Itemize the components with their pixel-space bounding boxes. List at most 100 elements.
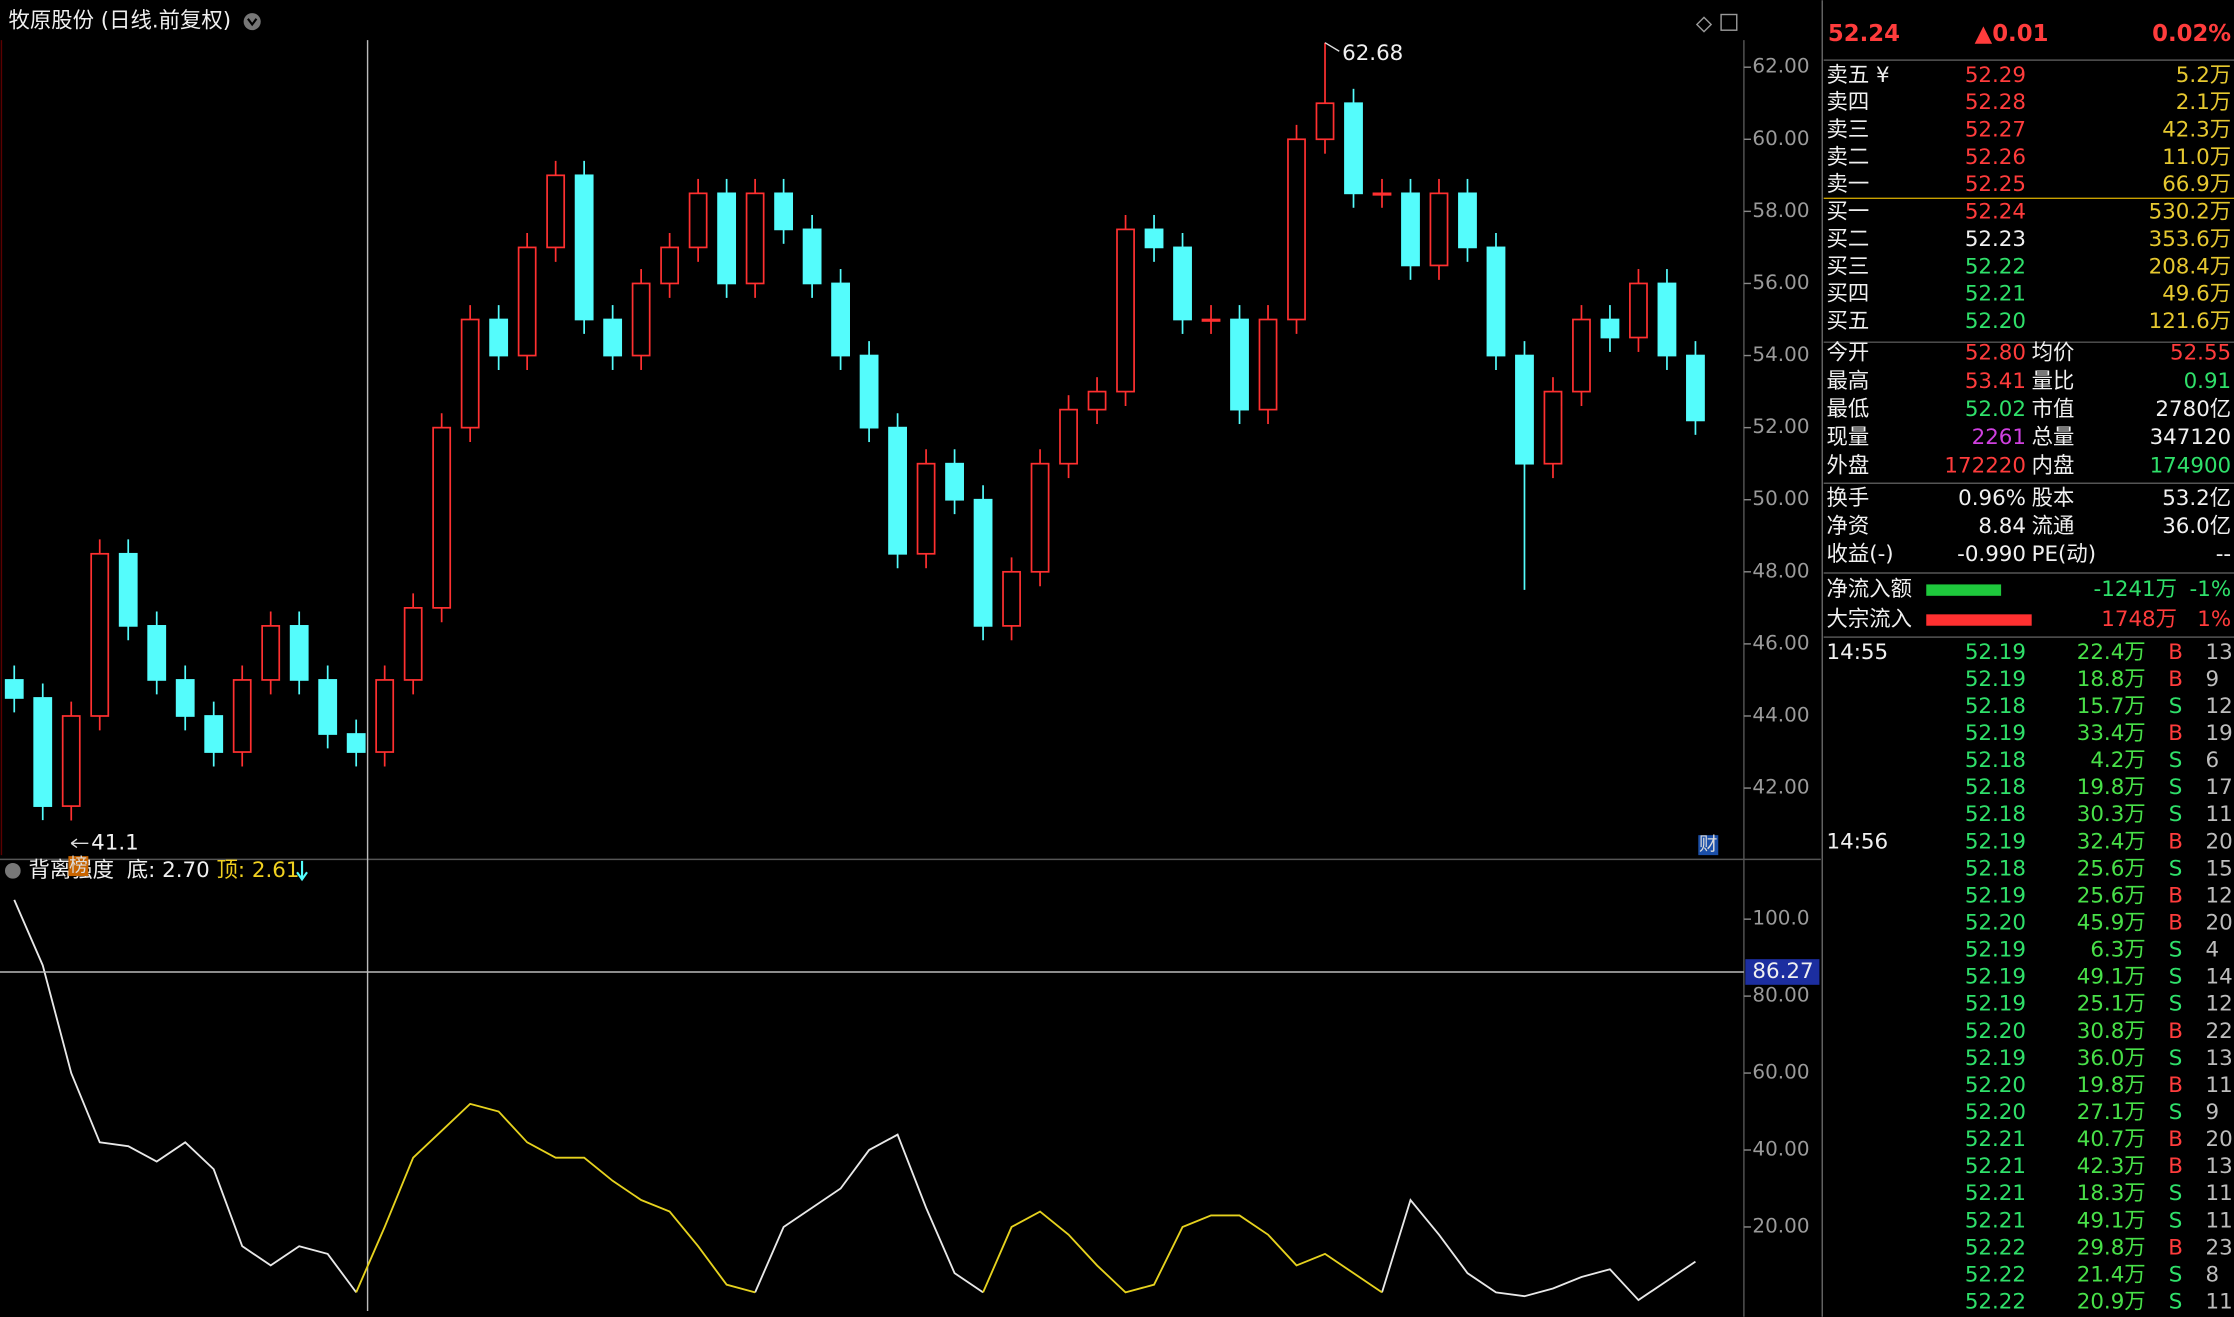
trade-volume: 25.1万 — [2077, 992, 2146, 1017]
trade-side: B — [2168, 911, 2183, 936]
window-icon[interactable] — [1720, 13, 1738, 31]
candle-body — [1116, 228, 1135, 393]
trade-price: 52.18 — [1965, 748, 2026, 773]
trade-price: 52.18 — [1965, 775, 2026, 800]
indicator-icon[interactable] — [4, 862, 21, 879]
trade-count: 20 — [2206, 911, 2233, 936]
ask-label: 卖五 ¥ — [1827, 63, 1890, 88]
candle-body — [1372, 192, 1392, 196]
y-tick-label: 50.00 — [1752, 486, 1809, 510]
candle-body — [631, 282, 651, 357]
flow-pct: 1% — [2197, 607, 2231, 632]
trade-side: S — [2169, 965, 2183, 990]
trade-count: 11 — [2206, 802, 2233, 827]
candle-body — [1287, 138, 1306, 321]
trade-price: 52.22 — [1965, 1289, 2026, 1314]
y-tick-label: 46.00 — [1752, 630, 1809, 654]
indicator-line — [355, 1102, 1383, 1294]
settings-icon[interactable] — [243, 13, 261, 31]
trade-volume: 49.1万 — [2077, 965, 2146, 990]
trade-price: 52.19 — [1965, 829, 2026, 854]
bid-price: 52.20 — [1965, 309, 2026, 334]
stat-label: 净资 — [1827, 514, 1870, 539]
trade-count: 20 — [2206, 1127, 2233, 1152]
candle-body — [460, 318, 480, 429]
candle-body — [745, 192, 765, 285]
trade-count: 15 — [2206, 856, 2233, 881]
trade-side: S — [2169, 1262, 2183, 1287]
candle-body — [1258, 318, 1278, 411]
indicator-top-label: 顶: 2.61 — [217, 858, 300, 883]
diamond-icon[interactable] — [1695, 16, 1713, 33]
trade-volume: 19.8万 — [2077, 1073, 2146, 1098]
candle-body — [318, 679, 338, 735]
candle-body — [61, 715, 81, 807]
bid-label: 买一 — [1827, 200, 1870, 225]
candle-body — [517, 246, 537, 357]
trade-price: 52.22 — [1965, 1235, 2026, 1260]
trade-count: 14 — [2206, 965, 2233, 990]
candle-body — [1629, 282, 1648, 339]
ask-label: 卖二 — [1827, 145, 1870, 170]
high-annotation: 62.68 — [1342, 41, 1403, 66]
trade-volume: 36.0万 — [2077, 1046, 2146, 1071]
candle-body — [831, 282, 851, 357]
candle-body — [1572, 318, 1591, 393]
trade-volume: 30.3万 — [2077, 802, 2146, 827]
chart-title: 牧原股份 (日线.前复权) — [9, 9, 231, 34]
candle-body — [802, 228, 822, 285]
trade-side: S — [2169, 1100, 2183, 1125]
candle-body — [945, 462, 964, 501]
bid-label: 买五 — [1827, 309, 1870, 334]
y-tick-label: 80.00 — [1752, 983, 1809, 1007]
trade-side: S — [2169, 856, 2183, 881]
trade-price: 52.19 — [1965, 992, 2026, 1017]
stat-label: 最低 — [1827, 397, 1870, 422]
candle-body — [289, 625, 309, 681]
candle-body — [232, 679, 252, 753]
trade-count: 20 — [2206, 829, 2233, 854]
candle-body — [261, 625, 281, 681]
stat-value: 53.2亿 — [2162, 486, 2231, 511]
stat-value: 0.91 — [2184, 369, 2232, 394]
candle-body — [90, 552, 110, 717]
trade-side: B — [2168, 1154, 2183, 1179]
trade-price: 52.19 — [1965, 883, 2026, 908]
trade-side: B — [2168, 1235, 2183, 1260]
candle-body — [660, 246, 680, 285]
candle-body — [1315, 102, 1335, 141]
candle-body — [1458, 192, 1477, 249]
ask-volume: 42.3万 — [2162, 117, 2231, 142]
trade-volume: 27.1万 — [2077, 1100, 2146, 1125]
trade-volume: 49.1万 — [2077, 1208, 2146, 1233]
trade-price: 52.19 — [1965, 1046, 2026, 1071]
flow-label: 大宗流入 — [1827, 607, 1912, 632]
candle-body — [346, 733, 366, 753]
bid-price: 52.23 — [1965, 227, 2026, 252]
candle-body — [432, 426, 452, 609]
candle-body — [717, 192, 737, 285]
stat-label: 今开 — [1827, 341, 1870, 366]
trade-price: 52.20 — [1965, 1100, 2026, 1125]
trade-price: 52.19 — [1965, 640, 2026, 665]
trade-price: 52.20 — [1965, 911, 2026, 936]
trade-time: 14:55 — [1827, 640, 1889, 665]
trade-volume: 42.3万 — [2077, 1154, 2146, 1179]
badge-bg — [1698, 835, 1719, 856]
candle-body — [204, 715, 224, 753]
candle-body — [1429, 192, 1449, 267]
candle-body — [33, 697, 53, 807]
ask-price: 52.26 — [1965, 145, 2026, 170]
bid-label: 买三 — [1827, 254, 1870, 279]
candle-body — [546, 174, 566, 249]
stat-label: 总量 — [2032, 425, 2075, 450]
trade-count: 12 — [2206, 992, 2233, 1017]
y-tick-label: 100.0 — [1752, 906, 1809, 930]
trade-count: 11 — [2206, 1181, 2233, 1206]
trade-count: 4 — [2206, 938, 2220, 963]
trade-price: 52.18 — [1965, 694, 2026, 719]
y-tick-label: 48.00 — [1752, 558, 1809, 582]
trade-price: 52.19 — [1965, 721, 2026, 746]
trade-side: S — [2169, 1289, 2183, 1314]
